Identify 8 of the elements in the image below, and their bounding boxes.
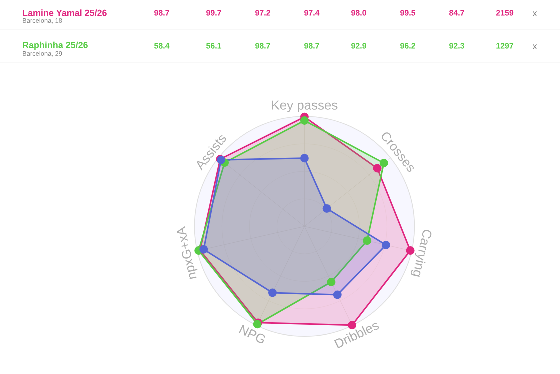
spoke-label: NPG [239, 324, 266, 344]
spoke-label: Key passes [272, 100, 338, 112]
text: x [532, 44, 538, 50]
text: x [532, 12, 538, 16]
text: Raphinha 25/26 [23, 42, 88, 50]
spoke-label: npxG+xA [177, 226, 198, 280]
text: Lamine Yamal 25/26 [23, 10, 107, 16]
spoke-label: Carrying [410, 230, 432, 278]
